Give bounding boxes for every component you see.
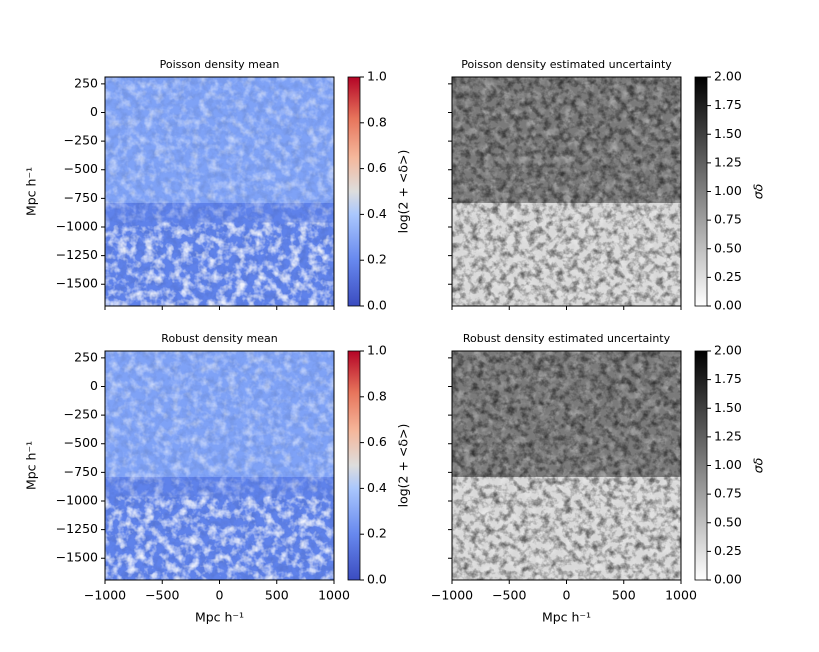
x-tick-label: −500 — [492, 588, 526, 603]
colorbar-tick-label: 1.00 — [714, 183, 742, 198]
colorbar-tick-label: 1.25 — [714, 428, 742, 443]
colorbar-tick-label: 2.00 — [714, 343, 742, 358]
x-tick-label: 500 — [612, 588, 636, 603]
colorbar-tick-label: 2.00 — [714, 69, 742, 84]
y-tick-label: −750 — [64, 190, 98, 205]
colorbar-tick-label: 1.00 — [714, 457, 742, 472]
x-axis-label: Mpc h⁻¹ — [195, 610, 244, 625]
y-tick-label: 0 — [90, 378, 98, 393]
y-tick-label: −250 — [64, 133, 98, 148]
y-tick-label: −1500 — [56, 550, 98, 565]
x-tick-label: −1000 — [84, 588, 126, 603]
y-tick-label: −500 — [64, 161, 98, 176]
y-tick-label: 250 — [74, 75, 98, 90]
y-tick-label: −1000 — [56, 218, 98, 233]
colorbar-tick-label: 0.4 — [367, 480, 387, 495]
colorbar-tick-label: 0.50 — [714, 514, 742, 529]
colorbar-tick-label: 0.0 — [367, 572, 387, 587]
colorbar-label: log(2 + <δ>) — [395, 424, 410, 508]
panel-title: Robust density estimated uncertainty — [463, 332, 671, 345]
x-tick-label: 500 — [265, 588, 289, 603]
image-speckle — [452, 77, 681, 306]
colorbar-tick-label: 0.00 — [714, 572, 742, 587]
colorbar — [694, 350, 708, 581]
colorbar-tick-label: 0.8 — [367, 388, 387, 403]
image-filaments — [105, 222, 334, 306]
y-tick-label: −1000 — [56, 492, 98, 507]
x-tick-label: 0 — [216, 588, 224, 603]
panel-title: Robust density mean — [161, 332, 277, 345]
colorbar-tick-label: 0.25 — [714, 269, 742, 284]
y-tick-label: 250 — [74, 349, 98, 364]
colorbar-tick-label: 0.4 — [367, 206, 387, 221]
image-speckle — [452, 351, 681, 580]
colorbar-label: log(2 + <δ>) — [395, 150, 410, 234]
colorbar-label: σδ — [750, 457, 765, 473]
colorbar-tick-label: 0.75 — [714, 486, 742, 501]
colorbar-tick-label: 0.0 — [367, 298, 387, 313]
y-tick-label: 0 — [90, 104, 98, 119]
y-axis-label: Mpc h⁻¹ — [24, 441, 39, 490]
colorbar-tick-label: 1.0 — [367, 69, 387, 84]
colorbar-tick-label: 1.75 — [714, 371, 742, 386]
y-axis-label: Mpc h⁻¹ — [24, 167, 39, 216]
colorbar-tick-label: 0.2 — [367, 526, 387, 541]
colorbar — [347, 76, 361, 307]
colorbar-tick-label: 0.00 — [714, 298, 742, 313]
colorbar-tick-label: 1.50 — [714, 400, 742, 415]
colorbar-tick-label: 0.8 — [367, 114, 387, 129]
x-tick-label: −1000 — [431, 588, 473, 603]
y-tick-label: −1500 — [56, 276, 98, 291]
colorbar-tick-label: 0.6 — [367, 160, 387, 175]
colorbar — [694, 76, 708, 307]
y-tick-label: −500 — [64, 435, 98, 450]
colorbar-tick-label: 0.25 — [714, 543, 742, 558]
y-tick-label: −750 — [64, 464, 98, 479]
colorbar-tick-label: 0.6 — [367, 434, 387, 449]
x-axis-label: Mpc h⁻¹ — [542, 610, 591, 625]
panel-title: Poisson density mean — [160, 58, 280, 71]
colorbar-label: σδ — [750, 183, 765, 199]
y-tick-label: −1250 — [56, 247, 98, 262]
colorbar-tick-label: 0.50 — [714, 240, 742, 255]
colorbar-tick-label: 1.0 — [367, 343, 387, 358]
colorbar — [347, 350, 361, 581]
y-tick-label: −250 — [64, 407, 98, 422]
image-filaments — [105, 496, 334, 580]
colorbar-tick-label: 0.75 — [714, 212, 742, 227]
colorbar-tick-label: 0.2 — [367, 252, 387, 267]
colorbar-tick-label: 1.25 — [714, 154, 742, 169]
x-tick-label: 1000 — [665, 588, 697, 603]
x-tick-label: 1000 — [318, 588, 350, 603]
y-tick-label: −1250 — [56, 521, 98, 536]
x-tick-label: 0 — [563, 588, 571, 603]
colorbar-tick-label: 1.50 — [714, 126, 742, 141]
colorbar-tick-label: 1.75 — [714, 97, 742, 112]
x-tick-label: −500 — [145, 588, 179, 603]
panel-title: Poisson density estimated uncertainty — [461, 58, 672, 71]
